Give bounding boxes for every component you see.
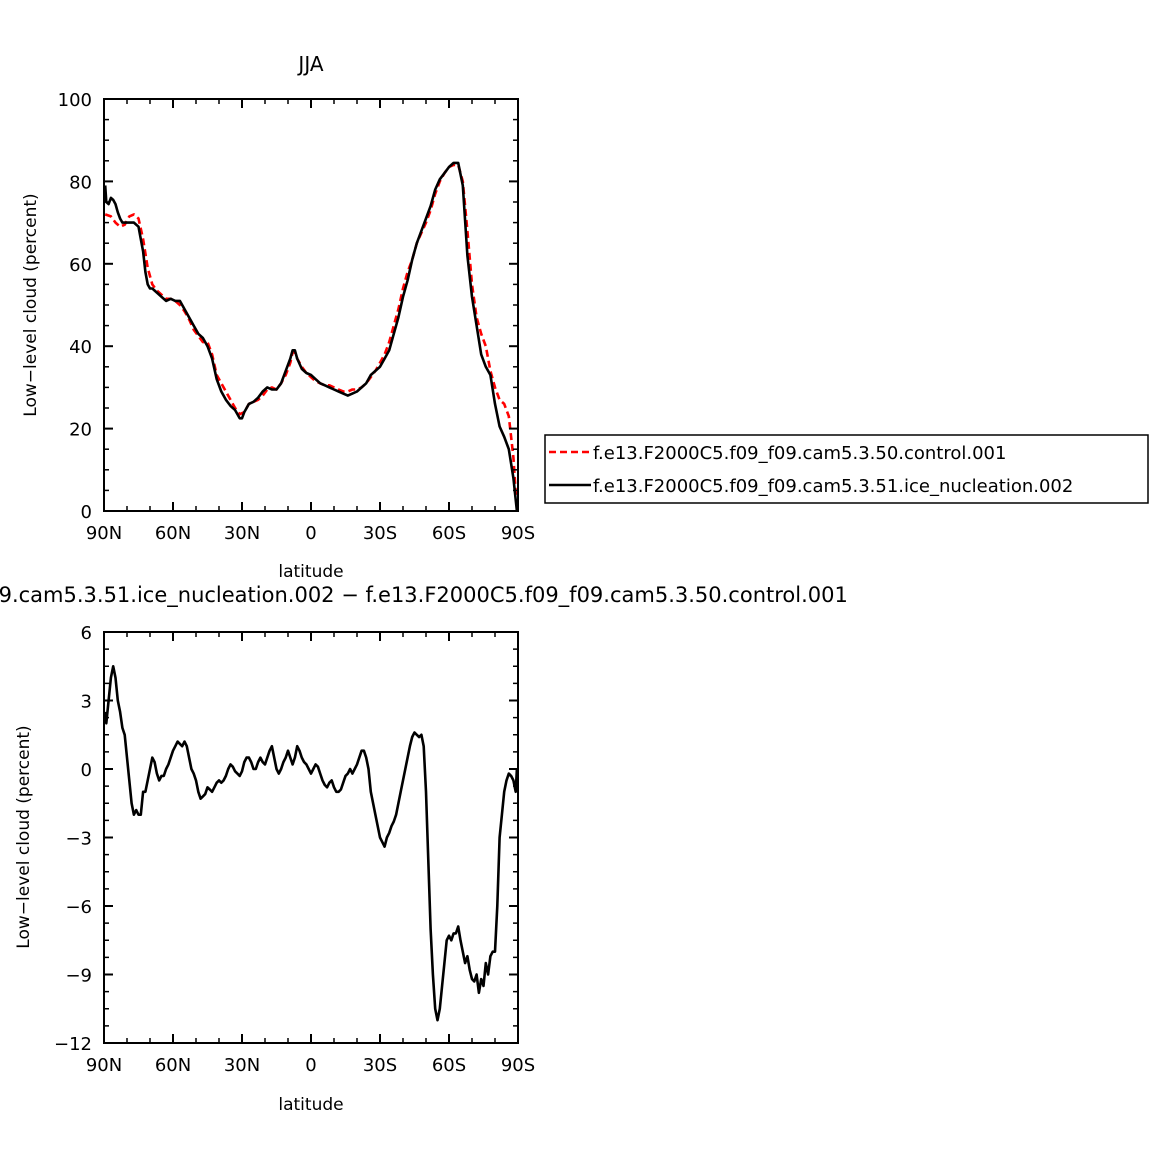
- top-chart-xtick-label: 60N: [155, 523, 191, 544]
- chart-legend: f.e13.F2000C5.f09_f09.cam5.3.50.control.…: [544, 434, 1149, 504]
- top-chart-ytick-label: 20: [69, 420, 92, 441]
- top-chart-xtick-label: 90S: [501, 523, 535, 544]
- bottom-chart-ytick-label: −6: [65, 897, 92, 918]
- top-chart-ytick-label: 0: [81, 502, 92, 523]
- legend-label-ice-nucleation: f.e13.F2000C5.f09_f09.cam5.3.51.ice_nucl…: [593, 476, 1073, 497]
- bottom-chart-xlabel: latitude: [278, 1095, 343, 1115]
- top-chart-plot-frame: [103, 98, 519, 512]
- bottom-chart-xtick-label: 90S: [501, 1055, 535, 1076]
- bottom-chart-lines: [103, 665, 519, 1022]
- bottom-chart-ytick-label: 0: [81, 760, 92, 781]
- top-chart-title: JJA: [296, 52, 323, 76]
- top-chart-xtick-label: 30S: [363, 523, 397, 544]
- bottom-chart-series-line-0: [103, 665, 519, 1022]
- bottom-chart-xtick-label: 90N: [86, 1055, 122, 1076]
- bottom-chart-ytick-label: −9: [65, 966, 92, 987]
- bottom-chart-xtick-label: 30N: [224, 1055, 260, 1076]
- bottom-chart-panel: f.e13.F2000C5.f09_f09.cam5.3.51.ice_nucl…: [0, 583, 848, 1115]
- bottom-chart-xtick-label: 60N: [155, 1055, 191, 1076]
- top-chart-lines: [103, 161, 519, 512]
- top-chart-ytick-label: 40: [69, 337, 92, 358]
- top-chart-axes: 90N 60N 30N 0 30S 60S 90S 0 20 40 60 80 100: [58, 90, 536, 544]
- top-chart-xtick-label: 90N: [86, 523, 122, 544]
- bottom-chart-ytick-label: 3: [81, 692, 92, 713]
- bottom-chart-plot-frame: [103, 631, 519, 1044]
- top-chart-ytick-label: 100: [58, 90, 92, 111]
- top-chart-xlabel: latitude: [278, 562, 343, 582]
- top-chart-ytick-label: 80: [69, 172, 92, 193]
- bottom-chart-ytick-label: −3: [65, 829, 92, 850]
- bottom-chart-ytick-label: −12: [54, 1034, 92, 1055]
- top-chart-xtick-label: 30N: [224, 523, 260, 544]
- bottom-chart-title: f.e13.F2000C5.f09_f09.cam5.3.51.ice_nucl…: [0, 583, 848, 608]
- top-chart-ytick-label: 60: [69, 255, 92, 276]
- top-chart-xtick-label: 60S: [432, 523, 466, 544]
- top-chart-series-line-1: [103, 161, 519, 512]
- top-chart-ylabel: Low−level cloud (percent): [21, 193, 41, 416]
- bottom-chart-xtick-label: 30S: [363, 1055, 397, 1076]
- bottom-chart-ylabel: Low−level cloud (percent): [14, 725, 34, 948]
- bottom-chart-xtick-label: 60S: [432, 1055, 466, 1076]
- bottom-chart-ytick-label: 6: [81, 623, 92, 644]
- top-chart-panel: JJA 90N 60N 30N 0 30S 60S 90S 0 20 40 60 80 100 lati…: [21, 52, 535, 582]
- bottom-chart-axes: 90N 60N 30N 0 30S 60S 90S −12 −9 −6 −3 0 3 6: [54, 623, 535, 1076]
- legend-label-control: f.e13.F2000C5.f09_f09.cam5.3.50.control.…: [593, 443, 1006, 464]
- top-chart-series-line-0: [104, 163, 519, 512]
- top-chart-xtick-label: 0: [305, 523, 316, 544]
- bottom-chart-xtick-label: 0: [305, 1055, 316, 1076]
- legend-box: [544, 434, 1149, 504]
